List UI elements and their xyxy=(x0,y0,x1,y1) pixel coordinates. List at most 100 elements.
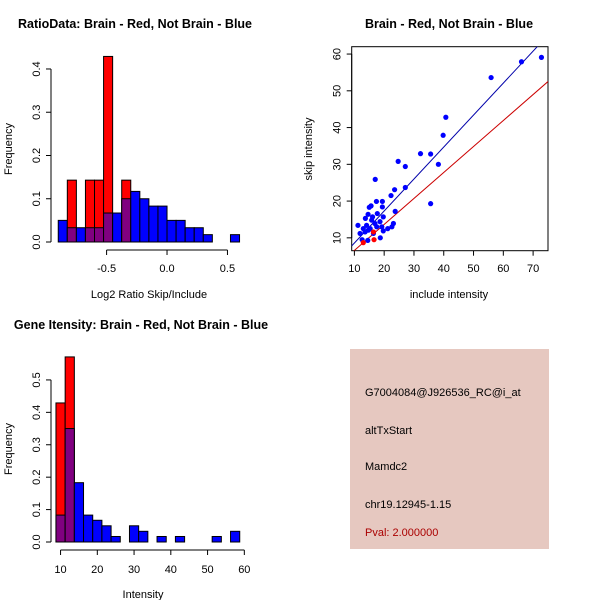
histogram-bar-not-brain xyxy=(139,198,150,243)
chart-title: Brain - Red, Not Brain - Blue xyxy=(365,17,533,31)
scatter-point xyxy=(370,229,377,235)
y-tick-label: 0.1 xyxy=(31,502,43,517)
histogram-bar-not-brain xyxy=(130,190,141,243)
scatter-point xyxy=(435,161,441,167)
scatter-point xyxy=(372,176,378,182)
histogram-bar-overlap xyxy=(103,212,114,243)
regression-line xyxy=(353,81,549,251)
histogram-bar-not-brain xyxy=(166,219,177,243)
y-tick-label: 0.4 xyxy=(31,405,43,420)
y-axis-label: Frequency xyxy=(3,123,15,175)
scatter-point xyxy=(440,132,446,138)
gene-name: Mamdc2 xyxy=(365,461,407,473)
scatter-point xyxy=(488,74,494,81)
scatter-point xyxy=(363,222,370,228)
info-panel-background xyxy=(350,349,549,549)
scatter-point xyxy=(385,226,391,232)
scatter-point xyxy=(377,219,383,225)
y-tick-label: 0.3 xyxy=(31,437,43,452)
x-tick-label: 10 xyxy=(54,564,66,576)
x-axis-label: include intensity xyxy=(410,289,489,301)
scatter-point xyxy=(357,230,363,237)
x-tick-label: 30 xyxy=(128,564,140,576)
x-tick-label: 70 xyxy=(527,263,539,275)
probe-id: G7004084@J926536_RC@i_at xyxy=(365,387,521,399)
histogram-bar-overlap xyxy=(55,514,66,543)
x-tick-label: 40 xyxy=(165,564,177,576)
scatter-point xyxy=(365,227,371,233)
scatter-point xyxy=(402,184,408,191)
gene-intensity-histogram: Gene Itensity: Brain - Red, Not Brain - … xyxy=(3,318,268,600)
chart-title: Gene Itensity: Brain - Red, Not Brain - … xyxy=(14,318,268,332)
scatter-point xyxy=(355,222,361,228)
histogram-bar-not-brain xyxy=(83,514,94,543)
histogram-bar-not-brain xyxy=(193,227,204,243)
scatter-point xyxy=(365,211,371,217)
x-axis-label: Log2 Ratio Skip/Include xyxy=(91,289,207,301)
x-tick-label: 30 xyxy=(408,263,420,275)
histogram-bar-not-brain xyxy=(101,525,112,543)
y-tick-label: 0.4 xyxy=(31,61,43,76)
x-tick-label: 60 xyxy=(238,564,250,576)
y-tick-label: 0.1 xyxy=(31,191,43,206)
histogram-bar-not-brain xyxy=(57,219,68,243)
histogram-bar-not-brain xyxy=(92,519,103,543)
x-tick-label: 0.0 xyxy=(159,263,174,275)
histogram-bar-not-brain xyxy=(138,530,149,543)
ratio-histogram: RatioData: Brain - Red, Not Brain - Blue… xyxy=(3,17,252,301)
scatter-point xyxy=(428,151,434,157)
y-tick-label: 0.3 xyxy=(31,105,43,120)
histogram-bar-overlap xyxy=(121,198,132,243)
scatter-point xyxy=(365,237,371,244)
histogram-bar-not-brain xyxy=(184,227,195,243)
histogram-bar-not-brain xyxy=(229,234,241,243)
x-tick-label: 0.5 xyxy=(220,263,235,275)
scatter-point xyxy=(443,114,449,120)
histogram-bar-not-brain xyxy=(73,482,85,543)
histogram-bar-not-brain xyxy=(156,535,167,543)
p-value: Pval: 2.000000 xyxy=(365,527,438,539)
y-tick-label: 10 xyxy=(332,232,344,244)
x-tick-label: -0.5 xyxy=(97,263,116,275)
histogram-bar-not-brain xyxy=(174,535,186,543)
scatter-point xyxy=(379,198,385,205)
y-tick-label: 60 xyxy=(332,48,344,60)
histogram-bar-not-brain xyxy=(75,227,86,243)
y-tick-label: 0.0 xyxy=(31,234,43,249)
scatter-point xyxy=(368,203,374,209)
histogram-bar-not-brain xyxy=(128,525,140,543)
x-tick-label: 20 xyxy=(91,564,103,576)
event-type: altTxStart xyxy=(365,425,412,437)
scatter-point xyxy=(391,187,398,193)
scatter-point xyxy=(538,54,545,60)
scatter-point xyxy=(518,59,525,65)
histogram-bar-not-brain xyxy=(211,535,222,543)
scatter-point xyxy=(372,220,378,227)
scatter-point xyxy=(395,158,401,164)
scatter-point xyxy=(388,192,394,199)
y-tick-label: 50 xyxy=(332,85,344,97)
scatter-point xyxy=(380,214,386,220)
genomic-location: chr19.12945-1.15 xyxy=(365,499,451,511)
scatter-point xyxy=(362,215,369,221)
x-tick-label: 40 xyxy=(438,263,450,275)
histogram-bar-overlap xyxy=(94,227,105,243)
scatter-point xyxy=(390,220,397,227)
y-tick-label: 30 xyxy=(332,158,344,170)
histogram-bar-not-brain xyxy=(202,234,213,243)
x-tick-label: 50 xyxy=(201,564,213,576)
histogram-bar-not-brain xyxy=(110,535,121,543)
intensity-scatter: Brain - Red, Not Brain - Blue include in… xyxy=(303,17,549,301)
scatter-point xyxy=(428,201,434,207)
y-tick-label: 40 xyxy=(332,121,344,133)
scatter-point xyxy=(402,163,408,170)
histogram-bar-not-brain xyxy=(175,219,186,243)
histogram-bar-not-brain xyxy=(112,212,123,243)
histogram-bar-overlap xyxy=(66,227,77,243)
x-tick-label: 20 xyxy=(378,263,390,275)
histogram-bar-not-brain xyxy=(148,205,159,243)
y-tick-label: 20 xyxy=(332,195,344,207)
scatter-point xyxy=(374,210,380,217)
histogram-bar-not-brain xyxy=(157,205,168,243)
